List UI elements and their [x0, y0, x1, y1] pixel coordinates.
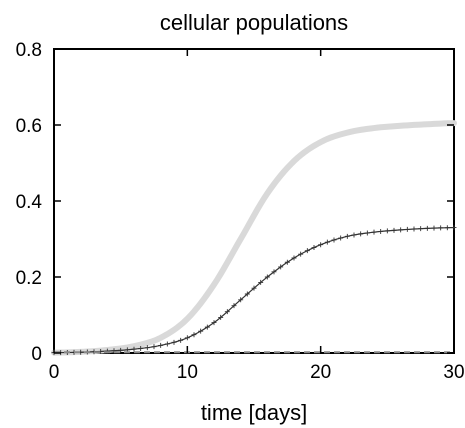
series-1-marker [364, 230, 370, 236]
y-tick-label: 0.6 [16, 116, 42, 137]
plot-area: 0 10 20 30 0 0.2 0.4 0.6 0.8 [16, 40, 465, 383]
series-0-line [51, 120, 457, 356]
series-1-marker [251, 285, 257, 291]
series-1-marker [444, 225, 450, 231]
x-tick-label: 10 [177, 362, 198, 383]
series-1-marker [298, 251, 304, 257]
y-tick-label: 0.2 [16, 268, 42, 289]
plot-frame [53, 48, 455, 354]
series-1-marker [431, 225, 437, 231]
series-1-marker [271, 269, 277, 275]
series-1-marker [211, 320, 217, 326]
series-1-marker [304, 248, 310, 254]
series-1-marker [258, 279, 264, 285]
series-1-marker [344, 233, 350, 239]
y-tick-label: 0.8 [16, 40, 42, 61]
series-1-marker [191, 332, 197, 338]
series-1-marker [384, 228, 390, 234]
series-1-marker [378, 228, 384, 234]
series-1-marker [231, 303, 237, 309]
series-1-marker [311, 245, 317, 251]
series-1-marker [244, 291, 250, 297]
series-1-marker [131, 346, 137, 352]
series-1-marker [391, 227, 397, 233]
series-1-marker [158, 342, 164, 348]
chart-title: cellular populations [160, 10, 348, 35]
series-1-marker [291, 255, 297, 261]
x-tick-label: 30 [443, 362, 464, 383]
y-tick-label: 0.4 [16, 192, 43, 213]
series-1-marker [151, 344, 157, 350]
x-tick-label: 20 [310, 362, 331, 383]
series-1-marker [264, 274, 270, 280]
series-1-marker [224, 309, 230, 315]
x-axis-label: time [days] [201, 400, 307, 425]
series-1-marker [171, 339, 177, 345]
series-1-marker [404, 226, 410, 232]
series-1-marker [284, 259, 290, 265]
y-tick-label: 0 [31, 344, 42, 365]
series-1-marker [418, 226, 424, 232]
series-1-marker [318, 242, 324, 248]
series-1-marker [371, 229, 377, 235]
series-1-marker [438, 225, 444, 231]
series-1-marker [184, 335, 190, 341]
series-1-marker [278, 264, 284, 270]
series-1-marker [198, 328, 204, 334]
series-1-marker [238, 297, 244, 303]
series-1-marker [338, 235, 344, 241]
series-1-marker [164, 341, 170, 347]
series-1-marker [178, 337, 184, 343]
series-1-marker [138, 345, 144, 351]
series-1-marker [398, 227, 404, 233]
x-tick-label: 0 [49, 362, 60, 383]
series-1-marker [218, 314, 224, 320]
series-1-marker [411, 226, 417, 232]
series-1-marker [118, 347, 124, 353]
series-1-marker [331, 237, 337, 243]
series-1-marker [424, 225, 430, 231]
series-1-marker [204, 324, 210, 330]
series-1-marker [351, 232, 357, 238]
series-1-marker [324, 239, 330, 245]
series-1-marker [358, 231, 364, 237]
series-1-marker [144, 345, 150, 351]
series-1-marker [451, 225, 457, 231]
